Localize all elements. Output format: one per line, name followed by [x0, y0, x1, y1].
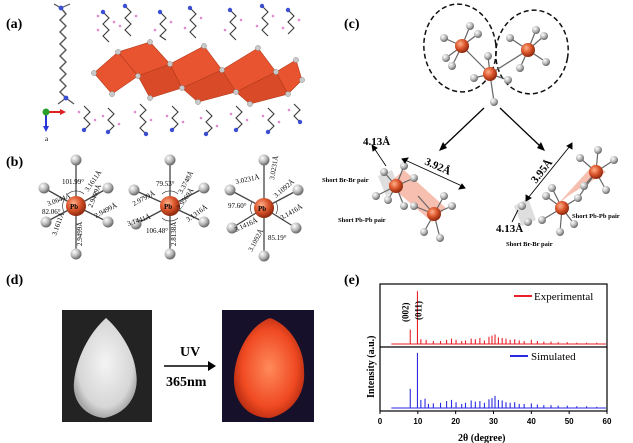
- glowing-sample: [234, 318, 305, 418]
- left-dist-1: 4.13Å: [363, 136, 390, 148]
- pb-octahedron-2: Pb 79.53° 106.48° 3.3748Å 2.9569Å 3.1316…: [126, 154, 210, 260]
- oct3-length-2: 3.0231Å: [268, 155, 280, 180]
- pb-octahedron-1: Pb 101.99° 82.06° 3.0644Å 2.9499Å 3.1611…: [38, 154, 118, 260]
- panel-a-label: (a): [6, 17, 23, 32]
- oct3-angle-2: 85.19°: [268, 234, 287, 242]
- xrd-chart: 0 10 20 30 40 50 60 (002) (011) Experimental Si…: [366, 283, 612, 443]
- simulated-series: [391, 352, 606, 409]
- x-tick-label: 30: [489, 417, 498, 426]
- dashed-ellipse-left: [423, 3, 497, 93]
- peak-label: (011): [413, 301, 423, 320]
- organic-cation-structure: [53, 3, 75, 105]
- y-axis-label: Intensity (a.u.): [366, 335, 377, 398]
- right-dist-2: 4.13Å: [496, 223, 523, 235]
- x-tick-label: 0: [378, 417, 383, 426]
- right-dist-1: 3.95Å: [529, 157, 555, 186]
- experimental-series: [391, 291, 606, 345]
- panel-e: (e) 0 10 20 30 40 50 60 (002) (011) Experimenta…: [344, 273, 612, 443]
- uv-label: UV: [180, 345, 200, 360]
- oct1-angle-1: 101.99°: [62, 178, 84, 186]
- left-pb-pair-label: Short Pb-Pb pair: [338, 217, 386, 224]
- oct2-length-4: 2.8138Å: [170, 222, 178, 246]
- oct2-angle-1: 79.53°: [156, 180, 175, 188]
- oct2-center-label: Pb: [164, 203, 172, 211]
- oct3-length-5: 3.1092Å: [247, 228, 265, 253]
- uv-arrow: [164, 361, 216, 371]
- right-br-pair-label: Short Br-Br pair: [506, 241, 553, 248]
- axis-triad: a: [42, 108, 66, 143]
- cation-atoms-top: [96, 3, 301, 32]
- x-axis-ticks: 0 10 20 30 40 50 60: [378, 411, 612, 426]
- x-tick-label: 60: [603, 417, 612, 426]
- oct3-center-label: Pb: [258, 205, 266, 213]
- panel-b: (b) Pb 101.99° 82.06° 3.0644Å 2.9499Å 3.…: [6, 154, 304, 262]
- pb-octahedron-3: Pb 97.60° 85.19° 3.0231Å 3.0231Å 3.1092Å…: [224, 154, 304, 262]
- x-tick-label: 50: [565, 417, 574, 426]
- svg-text:a: a: [45, 135, 49, 143]
- wavelength-label: 365nm: [166, 375, 207, 390]
- right-fragment: 3.95Å 4.13Å Short Pb-Pb pair Short Br-Br…: [496, 142, 620, 248]
- x-axis-label: 2θ (degree): [458, 433, 506, 443]
- white-powder-sample: [73, 318, 137, 418]
- oct3-length-4: 3.1416Å: [279, 203, 304, 222]
- cation-atoms-bottom: [77, 108, 303, 137]
- panel-c-label: (c): [344, 17, 360, 32]
- panel-d-label: (d): [6, 273, 23, 288]
- octahedra-chain: [91, 39, 305, 107]
- oct1-center-label: Pb: [70, 203, 78, 211]
- cations-top: [102, 5, 295, 43]
- right-pb-pair-label: Short Pb-Pb pair: [572, 213, 620, 220]
- legend-simulated: Simulated: [510, 351, 576, 363]
- oct3-angle-1: 97.60°: [228, 202, 247, 210]
- panel-a: (a) a: [6, 3, 305, 143]
- oct1-length-6: 2.9499Å: [76, 222, 84, 246]
- oct3-length-1: 3.0231Å: [235, 173, 260, 186]
- panel-e-label: (e): [344, 273, 360, 288]
- legend-simulated-label: Simulated: [531, 351, 576, 363]
- left-br-pair-label: Short Br-Br pair: [322, 177, 369, 184]
- split-arrows: [439, 107, 545, 151]
- top-dimer: [423, 3, 569, 106]
- panel-b-label: (b): [6, 155, 23, 170]
- peak-label: (002): [400, 303, 410, 323]
- dashed-ellipse-right: [495, 9, 569, 95]
- peak-annotations: (002) (011): [400, 301, 423, 322]
- oct2-angle-2: 106.48°: [146, 227, 168, 235]
- panel-d: (d) UV 365nm: [6, 273, 314, 422]
- panel-c: (c): [322, 3, 620, 248]
- legend-experimental: Experimental: [514, 291, 593, 303]
- legend-experimental-label: Experimental: [534, 291, 593, 303]
- oct1-angle-2: 82.06°: [42, 208, 61, 216]
- cations-bottom: [83, 103, 301, 135]
- left-fragment: 4.13Å 3.92Å Short Br-Br pair Short Pb-Pb…: [322, 136, 466, 242]
- x-tick-label: 10: [413, 417, 422, 426]
- x-tick-label: 20: [451, 417, 460, 426]
- x-tick-label: 40: [527, 417, 536, 426]
